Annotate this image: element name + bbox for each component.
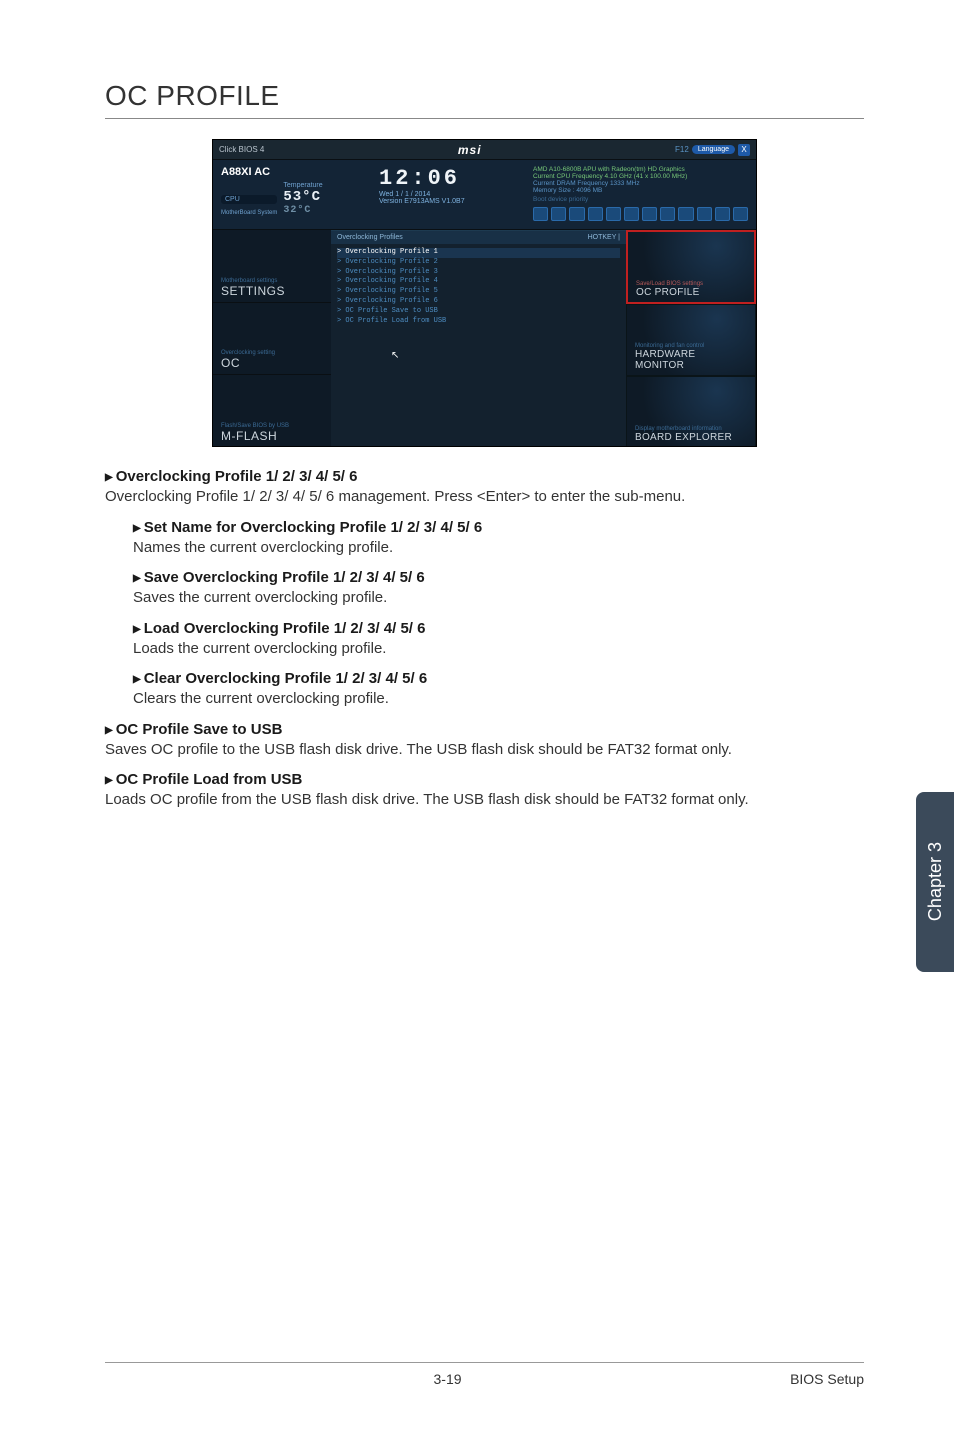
nav-settings[interactable]: Motherboard settings SETTINGS: [213, 230, 331, 303]
close-icon[interactable]: X: [738, 144, 750, 156]
doc-text: Loads OC profile from the USB flash disk…: [105, 790, 864, 810]
boot-device-icon[interactable]: [642, 207, 657, 221]
list-item[interactable]: > Overclocking Profile 1: [337, 248, 620, 258]
doc-item: Overclocking Profile 1/ 2/ 3/ 4/ 5/ 6 Ov…: [105, 467, 864, 508]
doc-text: Loads the current overclocking profile.: [133, 639, 864, 659]
hotkey-label: HOTKEY |: [588, 234, 620, 241]
chapter-tab: Chapter 3: [916, 792, 954, 972]
doc-body: Overclocking Profile 1/ 2/ 3/ 4/ 5/ 6 Ov…: [105, 467, 864, 811]
card-oc-profile[interactable]: Save/Load BIOS settings OC PROFILE: [626, 230, 756, 304]
card-main: OC PROFILE: [636, 287, 746, 298]
info-freq: Current CPU Frequency 4.10 GHz (41 x 100…: [533, 173, 748, 180]
bios-center-header: Overclocking Profiles HOTKEY |: [331, 231, 626, 244]
doc-item: Save Overclocking Profile 1/ 2/ 3/ 4/ 5/…: [133, 568, 864, 609]
doc-heading: Clear Overclocking Profile 1/ 2/ 3/ 4/ 5…: [133, 669, 864, 689]
date: Wed 1 / 1 / 2014: [379, 191, 525, 198]
nav-mflash[interactable]: Flash/Save BIOS by USB M-FLASH: [213, 375, 331, 447]
doc-item: Clear Overclocking Profile 1/ 2/ 3/ 4/ 5…: [133, 669, 864, 710]
section-title: OC PROFILE: [105, 80, 864, 119]
center-title: Overclocking Profiles: [337, 234, 403, 241]
bios-version: Version E7913AMS V1.0B7: [379, 198, 525, 205]
bios-title: Click BIOS 4: [219, 145, 264, 154]
doc-text: Names the current overclocking profile.: [133, 538, 864, 558]
bios-lang-controls: F12 Language X: [675, 144, 750, 156]
list-item[interactable]: > Overclocking Profile 6: [337, 297, 620, 307]
cpu-label: CPU: [221, 195, 277, 204]
boot-device-icon[interactable]: [678, 207, 693, 221]
boot-priority-label: Boot device priority: [533, 196, 748, 203]
cursor-icon: ↖: [331, 330, 626, 361]
boot-device-icon[interactable]: [569, 207, 584, 221]
list-item[interactable]: > Overclocking Profile 3: [337, 268, 620, 278]
bios-body: Motherboard settings SETTINGS Overclocki…: [213, 230, 756, 447]
footer-label: BIOS Setup: [790, 1371, 864, 1387]
doc-heading: OC Profile Save to USB: [105, 720, 864, 740]
bios-header-left: A88XI AC CPU MotherBoard System Temperat…: [221, 166, 371, 223]
temperature-label: Temperature: [283, 182, 322, 189]
doc-heading: Overclocking Profile 1/ 2/ 3/ 4/ 5/ 6: [105, 467, 864, 487]
bios-screenshot: Click BIOS 4 msi F12 Language X A88XI AC…: [212, 139, 757, 447]
doc-item: OC Profile Load from USB Loads OC profil…: [105, 770, 864, 811]
doc-text: Saves OC profile to the USB flash disk d…: [105, 740, 864, 760]
boot-device-icon[interactable]: [606, 207, 621, 221]
nav-main: M-FLASH: [221, 429, 323, 443]
boot-device-icon[interactable]: [624, 207, 639, 221]
doc-text: Overclocking Profile 1/ 2/ 3/ 4/ 5/ 6 ma…: [105, 487, 864, 507]
mb-label: MotherBoard System: [221, 210, 277, 216]
nav-main: SETTINGS: [221, 284, 323, 298]
chapter-label: Chapter 3: [925, 842, 946, 921]
list-item[interactable]: > Overclocking Profile 5: [337, 287, 620, 297]
doc-heading: OC Profile Load from USB: [105, 770, 864, 790]
bios-center-panel: Overclocking Profiles HOTKEY | > Overclo…: [331, 230, 626, 447]
mb-temp: 32°C: [283, 205, 322, 216]
board-model: A88XI AC: [221, 166, 371, 178]
bios-titlebar: Click BIOS 4 msi F12 Language X: [213, 140, 756, 160]
boot-device-icon[interactable]: [733, 207, 748, 221]
info-cpu: AMD A10-6800B APU with Radeon(tm) HD Gra…: [533, 166, 748, 173]
boot-device-icon[interactable]: [551, 207, 566, 221]
boot-device-row: [533, 207, 748, 221]
card-hardware-monitor[interactable]: Monitoring and fan control HARDWARE MONI…: [626, 304, 756, 376]
doc-heading: Load Overclocking Profile 1/ 2/ 3/ 4/ 5/…: [133, 619, 864, 639]
boot-device-icon[interactable]: [715, 207, 730, 221]
bios-header: A88XI AC CPU MotherBoard System Temperat…: [213, 160, 756, 230]
card-board-explorer[interactable]: Display motherboard information BOARD EX…: [626, 376, 756, 447]
boot-device-icon[interactable]: [697, 207, 712, 221]
cpu-temp: 53°C: [283, 189, 322, 205]
list-item[interactable]: > OC Profile Load from USB: [337, 317, 620, 327]
f12-icon: F12: [675, 145, 689, 154]
doc-text: Clears the current overclocking profile.: [133, 689, 864, 709]
doc-text: Saves the current overclocking profile.: [133, 588, 864, 608]
doc-item: Load Overclocking Profile 1/ 2/ 3/ 4/ 5/…: [133, 619, 864, 660]
doc-item: OC Profile Save to USB Saves OC profile …: [105, 720, 864, 761]
page-number: 3-19: [434, 1371, 462, 1387]
temperature-block: CPU MotherBoard System Temperature 53°C …: [221, 182, 371, 216]
profile-list: > Overclocking Profile 1 > Overclocking …: [331, 244, 626, 330]
bios-brand: msi: [264, 143, 675, 157]
list-item[interactable]: > OC Profile Save to USB: [337, 307, 620, 317]
language-button[interactable]: Language: [692, 145, 735, 154]
page-content: OC PROFILE Click BIOS 4 msi F12 Language…: [0, 0, 954, 861]
bios-left-nav: Motherboard settings SETTINGS Overclocki…: [213, 230, 331, 447]
boot-device-icon[interactable]: [588, 207, 603, 221]
doc-heading: Save Overclocking Profile 1/ 2/ 3/ 4/ 5/…: [133, 568, 864, 588]
info-dram: Current DRAM Frequency 1333 MHz: [533, 180, 748, 187]
nav-oc[interactable]: Overclocking setting OC: [213, 303, 331, 376]
list-item[interactable]: > Overclocking Profile 4: [337, 277, 620, 287]
bios-header-center: 12:06 Wed 1 / 1 / 2014 Version E7913AMS …: [379, 166, 525, 223]
doc-heading: Set Name for Overclocking Profile 1/ 2/ …: [133, 518, 864, 538]
info-mem: Memory Size : 4096 MB: [533, 187, 748, 194]
clock: 12:06: [379, 166, 525, 191]
bios-header-right: AMD A10-6800B APU with Radeon(tm) HD Gra…: [533, 166, 748, 223]
list-item[interactable]: > Overclocking Profile 2: [337, 258, 620, 268]
boot-device-icon[interactable]: [660, 207, 675, 221]
nav-main: OC: [221, 356, 323, 370]
card-main: BOARD EXPLORER: [635, 432, 747, 443]
boot-device-icon[interactable]: [533, 207, 548, 221]
page-footer: 3-19 BIOS Setup: [105, 1362, 864, 1387]
card-main: HARDWARE MONITOR: [635, 349, 747, 371]
doc-item: Set Name for Overclocking Profile 1/ 2/ …: [133, 518, 864, 559]
bios-right-cards: Save/Load BIOS settings OC PROFILE Monit…: [626, 230, 756, 447]
